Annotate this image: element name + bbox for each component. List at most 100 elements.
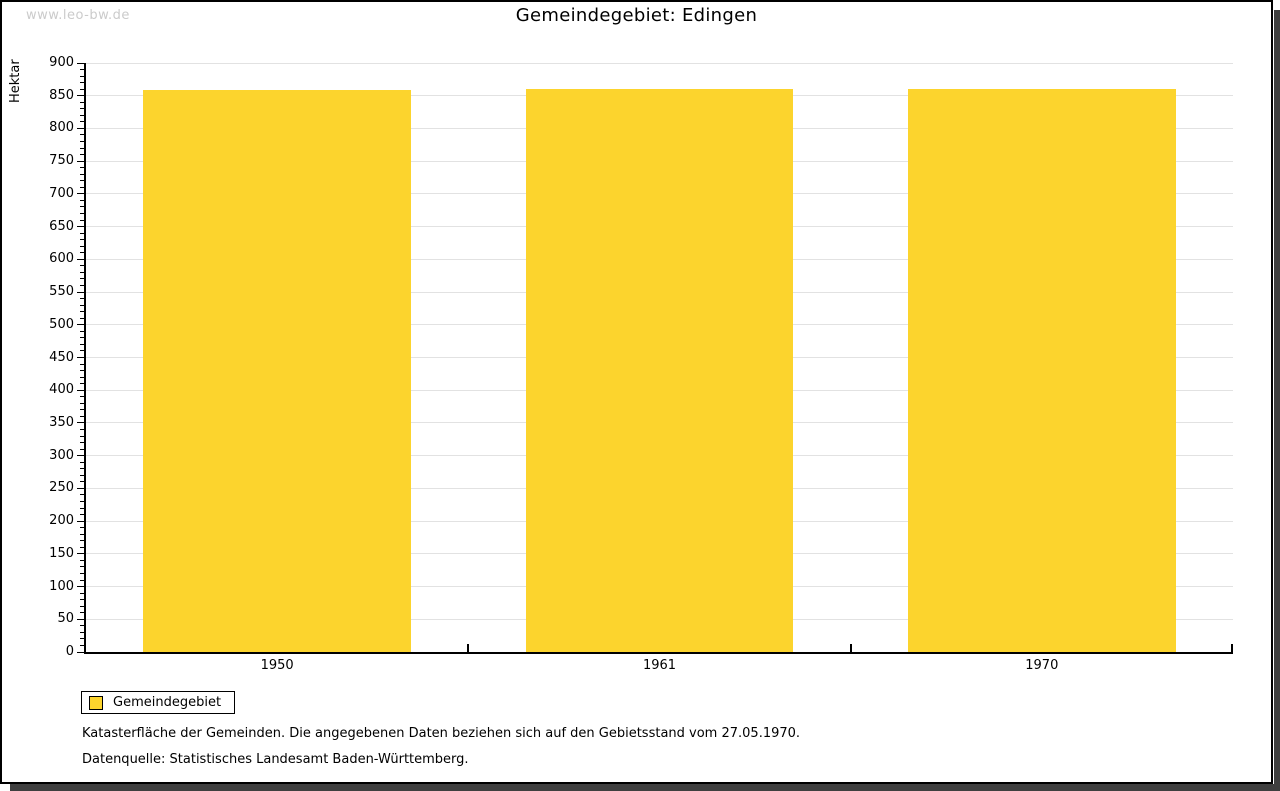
y-minor-tick bbox=[80, 625, 84, 627]
y-tick-label-850: 850 bbox=[49, 87, 74, 103]
y-minor-tick bbox=[80, 252, 84, 254]
y-minor-tick bbox=[80, 206, 84, 208]
y-major-tick-700 bbox=[77, 193, 84, 195]
y-minor-tick bbox=[80, 566, 84, 568]
y-minor-tick bbox=[80, 271, 84, 273]
y-minor-tick bbox=[80, 199, 84, 201]
y-minor-tick bbox=[80, 468, 84, 470]
y-tick-label-0: 0 bbox=[65, 644, 74, 659]
y-minor-tick bbox=[80, 337, 84, 339]
y-minor-tick bbox=[80, 605, 84, 607]
window-shadow-right bbox=[1274, 10, 1280, 791]
y-major-tick-650 bbox=[77, 226, 84, 228]
y-minor-tick bbox=[80, 448, 84, 450]
y-minor-tick bbox=[80, 579, 84, 581]
y-major-tick-600 bbox=[77, 258, 84, 260]
y-minor-tick bbox=[80, 402, 84, 404]
y-minor-tick bbox=[80, 121, 84, 123]
chart-title: Gemeindegebiet: Edingen bbox=[515, 5, 758, 26]
y-minor-tick bbox=[80, 232, 84, 234]
y-major-tick-400 bbox=[77, 389, 84, 391]
bar-1950 bbox=[143, 89, 411, 652]
y-axis-label: Hektar bbox=[8, 59, 23, 103]
x-boundary-tick bbox=[467, 644, 470, 652]
y-minor-tick bbox=[80, 481, 84, 483]
y-major-tick-550 bbox=[77, 291, 84, 293]
y-minor-tick bbox=[80, 343, 84, 345]
y-tick-label-500: 500 bbox=[49, 316, 74, 332]
y-minor-tick bbox=[80, 559, 84, 561]
y-minor-tick bbox=[80, 278, 84, 280]
gridline-900 bbox=[86, 62, 1233, 64]
legend-swatch bbox=[89, 695, 103, 710]
y-minor-tick bbox=[80, 114, 84, 116]
y-minor-tick bbox=[80, 428, 84, 430]
plot-area: 0 50 100 150 200 250 300 350 400 450 500 550 600 650 7… bbox=[49, 55, 1233, 673]
y-tick-label-250: 250 bbox=[49, 480, 74, 496]
y-tick-label-350: 350 bbox=[49, 414, 74, 430]
x-axis-end-tick bbox=[1231, 644, 1233, 652]
y-tick-label-700: 700 bbox=[49, 185, 74, 201]
y-tick-label-800: 800 bbox=[49, 120, 74, 136]
y-minor-tick bbox=[80, 644, 84, 646]
y-minor-tick bbox=[80, 213, 84, 215]
y-minor-tick bbox=[80, 167, 84, 169]
y-minor-tick bbox=[80, 409, 84, 411]
y-minor-tick bbox=[80, 592, 84, 594]
y-minor-tick bbox=[80, 317, 84, 319]
x-category-label-1961: 1961 bbox=[642, 658, 677, 673]
legend: Gemeindegebiet bbox=[81, 691, 236, 714]
y-minor-tick bbox=[80, 376, 84, 378]
y-minor-tick bbox=[80, 540, 84, 542]
y-minor-tick bbox=[80, 101, 84, 103]
y-minor-tick bbox=[80, 500, 84, 502]
y-minor-tick bbox=[80, 442, 84, 444]
y-minor-tick bbox=[80, 533, 84, 535]
y-minor-tick bbox=[80, 612, 84, 614]
y-major-tick-0 bbox=[77, 651, 84, 653]
y-major-tick-300 bbox=[77, 455, 84, 457]
y-major-tick-900 bbox=[77, 62, 84, 64]
y-major-tick-100 bbox=[77, 586, 84, 588]
y-minor-tick bbox=[80, 154, 84, 156]
y-minor-tick bbox=[80, 415, 84, 417]
y-minor-tick bbox=[80, 631, 84, 633]
y-major-tick-150 bbox=[77, 553, 84, 555]
y-minor-tick bbox=[80, 363, 84, 365]
watermark: www.leo-bw.de bbox=[26, 8, 130, 23]
x-boundary-tick bbox=[849, 644, 852, 652]
y-minor-tick bbox=[80, 396, 84, 398]
y-minor-tick bbox=[80, 507, 84, 509]
y-minor-tick bbox=[80, 141, 84, 143]
y-minor-tick bbox=[80, 311, 84, 313]
y-minor-tick bbox=[80, 370, 84, 372]
footnote-line1: Katasterfläche der Gemeinden. Die angege… bbox=[82, 726, 801, 741]
y-minor-tick bbox=[80, 186, 84, 188]
y-tick-label-400: 400 bbox=[49, 382, 74, 398]
y-minor-tick bbox=[80, 383, 84, 385]
y-major-tick-850 bbox=[77, 95, 84, 97]
y-tick-label-100: 100 bbox=[49, 578, 74, 594]
y-major-tick-50 bbox=[77, 618, 84, 620]
y-minor-tick bbox=[80, 219, 84, 221]
bar-1961 bbox=[525, 89, 794, 652]
y-minor-tick bbox=[80, 435, 84, 437]
y-minor-tick bbox=[80, 173, 84, 175]
y-major-tick-450 bbox=[77, 357, 84, 358]
y-major-tick-500 bbox=[77, 324, 84, 326]
y-minor-tick bbox=[80, 75, 84, 77]
y-major-tick-800 bbox=[77, 127, 84, 129]
y-tick-label-200: 200 bbox=[49, 513, 74, 529]
y-minor-tick bbox=[80, 82, 84, 84]
y-tick-label-900: 900 bbox=[49, 55, 74, 70]
y-minor-tick bbox=[80, 527, 84, 529]
y-minor-tick bbox=[80, 304, 84, 306]
y-minor-tick bbox=[80, 108, 84, 110]
bar-1970 bbox=[908, 89, 1176, 652]
y-minor-tick bbox=[80, 638, 84, 640]
y-major-tick-200 bbox=[77, 520, 84, 522]
y-minor-tick bbox=[80, 147, 84, 149]
legend-label: Gemeindegebiet bbox=[113, 695, 222, 710]
